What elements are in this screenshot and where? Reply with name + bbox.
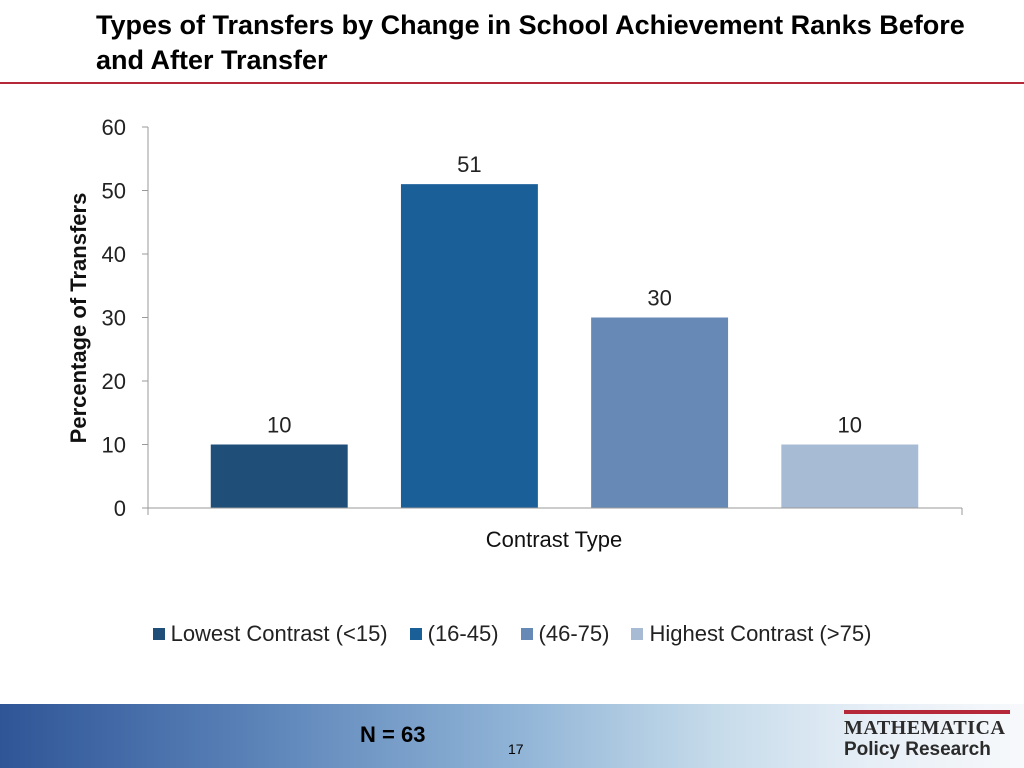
mathematica-logo: MATHEMATICA Policy Research <box>844 710 1010 764</box>
bar <box>210 444 348 508</box>
y-axis: 0 10 20 30 40 50 60 <box>102 115 149 521</box>
bar-data-label: 51 <box>457 152 481 177</box>
legend-swatch <box>631 628 644 640</box>
footer-band <box>0 704 1024 768</box>
x-axis <box>147 507 963 515</box>
bar-data-label: 10 <box>838 413 862 438</box>
legend-item: (46-75) <box>520 621 610 647</box>
chart-legend: Lowest Contrast (<15) (16-45) (46-75) Highe… <box>0 621 1024 647</box>
y-tick-label: 20 <box>102 369 126 394</box>
page-number: 17 <box>508 741 524 757</box>
x-axis-title: Contrast Type <box>486 527 623 552</box>
bar-chart: 0 10 20 30 40 50 60 10 51 30 10 Percentage of Tra… <box>66 115 963 552</box>
y-tick-label: 30 <box>102 306 126 331</box>
legend-swatch <box>152 628 165 640</box>
legend-swatch <box>409 628 422 640</box>
legend-swatch <box>520 628 533 640</box>
legend-label: (16-45) <box>427 621 499 646</box>
bar <box>781 444 919 508</box>
legend-item: Lowest Contrast (<15) <box>152 621 388 647</box>
slide-title: Types of Transfers by Change in School A… <box>96 10 965 75</box>
title-divider <box>0 82 1024 84</box>
legend-label: Highest Contrast (>75) <box>649 621 872 646</box>
bars: 10 51 30 10 <box>210 152 919 508</box>
legend-label: Lowest Contrast (<15) <box>170 621 388 646</box>
y-tick-label: 60 <box>102 115 126 140</box>
bar-data-label: 30 <box>647 286 671 311</box>
sample-size-label: N = 63 <box>360 722 426 747</box>
y-tick-label: 10 <box>102 433 126 458</box>
legend-label: (46-75) <box>538 621 610 646</box>
logo-accent-bar <box>844 710 1010 714</box>
y-axis-title: Percentage of Transfers <box>66 193 91 444</box>
y-tick-label: 50 <box>102 179 126 204</box>
bar-data-label: 10 <box>267 413 291 438</box>
y-tick-label: 0 <box>114 496 126 521</box>
y-tick-label: 40 <box>102 242 126 267</box>
bar <box>591 317 729 508</box>
logo-line-1: MATHEMATICA <box>844 717 1006 739</box>
legend-item: Highest Contrast (>75) <box>631 621 871 647</box>
bar <box>400 184 538 508</box>
logo-line-2: Policy Research <box>844 739 991 760</box>
legend-item: (16-45) <box>409 621 499 647</box>
